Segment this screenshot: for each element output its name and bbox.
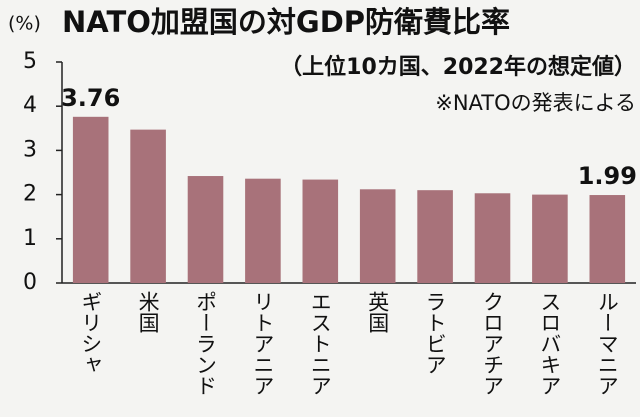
bar [417, 190, 453, 283]
y-tick-label: 2 [23, 182, 37, 207]
x-tick-label: クロアチア [481, 291, 505, 396]
bar [532, 194, 568, 283]
data-label: 1.99 [578, 162, 637, 190]
y-tick-label: 3 [23, 137, 37, 162]
bar [245, 178, 281, 283]
y-tick-label: 1 [23, 226, 37, 251]
x-tick-label: スロバキア [538, 291, 562, 396]
source-note: ※NATOの発表による [435, 91, 636, 115]
x-tick-label: 英国 [366, 291, 390, 333]
chart-subtitle: （上位10カ国、2022年の想定値） [280, 54, 636, 80]
x-tick-label: ポーランド [194, 291, 218, 396]
data-label: 3.76 [61, 84, 120, 112]
x-tick-label: ギリシャ [79, 291, 103, 375]
bar [130, 129, 166, 283]
bar [302, 179, 339, 283]
bar [359, 189, 396, 283]
y-tick-label: 4 [23, 93, 37, 118]
y-tick-label: 5 [23, 49, 37, 74]
bar [72, 116, 109, 283]
y-tick-label: 0 [23, 270, 37, 295]
bar [474, 193, 511, 283]
chart-title: NATO加盟国の対GDP防衛費比率 [62, 5, 510, 39]
x-tick-label: リトアニア [251, 291, 275, 396]
x-tick-label: 米国 [136, 291, 160, 333]
bar [187, 176, 224, 283]
x-tick-label: ラトビア [423, 291, 447, 375]
y-axis-label: (%) [8, 13, 41, 35]
x-tick-label: ルーマニア [595, 291, 619, 396]
x-tick-label: エストニア [308, 291, 332, 396]
bar [589, 195, 626, 283]
